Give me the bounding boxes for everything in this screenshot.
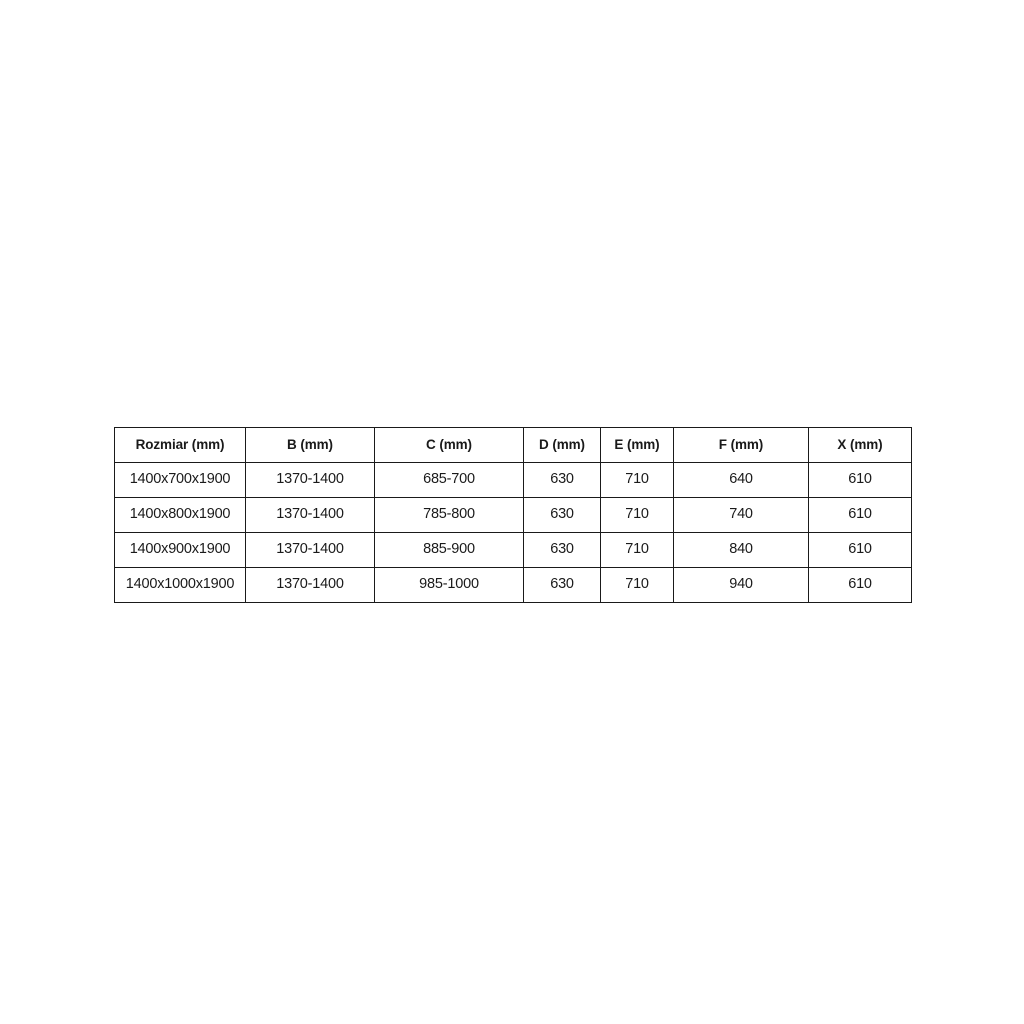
cell-b: 1370-1400 (245, 497, 375, 533)
cell-e: 710 (600, 462, 674, 498)
column-header-d: D (mm) (523, 427, 601, 463)
cell-e: 710 (600, 567, 674, 603)
table-body: 1400x700x1900 1370-1400 685-700 630 710 … (114, 462, 912, 603)
table-row: 1400x1000x1900 1370-1400 985-1000 630 71… (114, 567, 912, 603)
table-row: 1400x700x1900 1370-1400 685-700 630 710 … (114, 462, 912, 498)
cell-e: 710 (600, 532, 674, 568)
cell-f: 940 (673, 567, 809, 603)
cell-x: 610 (808, 567, 912, 603)
table-row: 1400x900x1900 1370-1400 885-900 630 710 … (114, 532, 912, 568)
cell-x: 610 (808, 497, 912, 533)
cell-e: 710 (600, 497, 674, 533)
cell-f: 740 (673, 497, 809, 533)
cell-f: 640 (673, 462, 809, 498)
cell-x: 610 (808, 462, 912, 498)
cell-b: 1370-1400 (245, 532, 375, 568)
dimensions-table: Rozmiar (mm) B (mm) C (mm) D (mm) E (mm)… (114, 427, 912, 603)
column-header-e: E (mm) (600, 427, 674, 463)
cell-rozmiar: 1400x900x1900 (114, 532, 246, 568)
cell-x: 610 (808, 532, 912, 568)
dimensions-table-container: Rozmiar (mm) B (mm) C (mm) D (mm) E (mm)… (114, 427, 912, 603)
cell-rozmiar: 1400x700x1900 (114, 462, 246, 498)
cell-d: 630 (523, 497, 601, 533)
cell-rozmiar: 1400x1000x1900 (114, 567, 246, 603)
column-header-rozmiar: Rozmiar (mm) (114, 427, 246, 463)
column-header-x: X (mm) (808, 427, 912, 463)
cell-c: 685-700 (374, 462, 524, 498)
column-header-c: C (mm) (374, 427, 524, 463)
cell-d: 630 (523, 462, 601, 498)
column-header-b: B (mm) (245, 427, 375, 463)
cell-b: 1370-1400 (245, 567, 375, 603)
cell-rozmiar: 1400x800x1900 (114, 497, 246, 533)
cell-c: 985-1000 (374, 567, 524, 603)
cell-d: 630 (523, 567, 601, 603)
column-header-f: F (mm) (673, 427, 809, 463)
cell-c: 785-800 (374, 497, 524, 533)
table-row: 1400x800x1900 1370-1400 785-800 630 710 … (114, 497, 912, 533)
table-header-row: Rozmiar (mm) B (mm) C (mm) D (mm) E (mm)… (114, 427, 912, 463)
table-header: Rozmiar (mm) B (mm) C (mm) D (mm) E (mm)… (114, 427, 912, 463)
cell-b: 1370-1400 (245, 462, 375, 498)
cell-c: 885-900 (374, 532, 524, 568)
cell-d: 630 (523, 532, 601, 568)
cell-f: 840 (673, 532, 809, 568)
